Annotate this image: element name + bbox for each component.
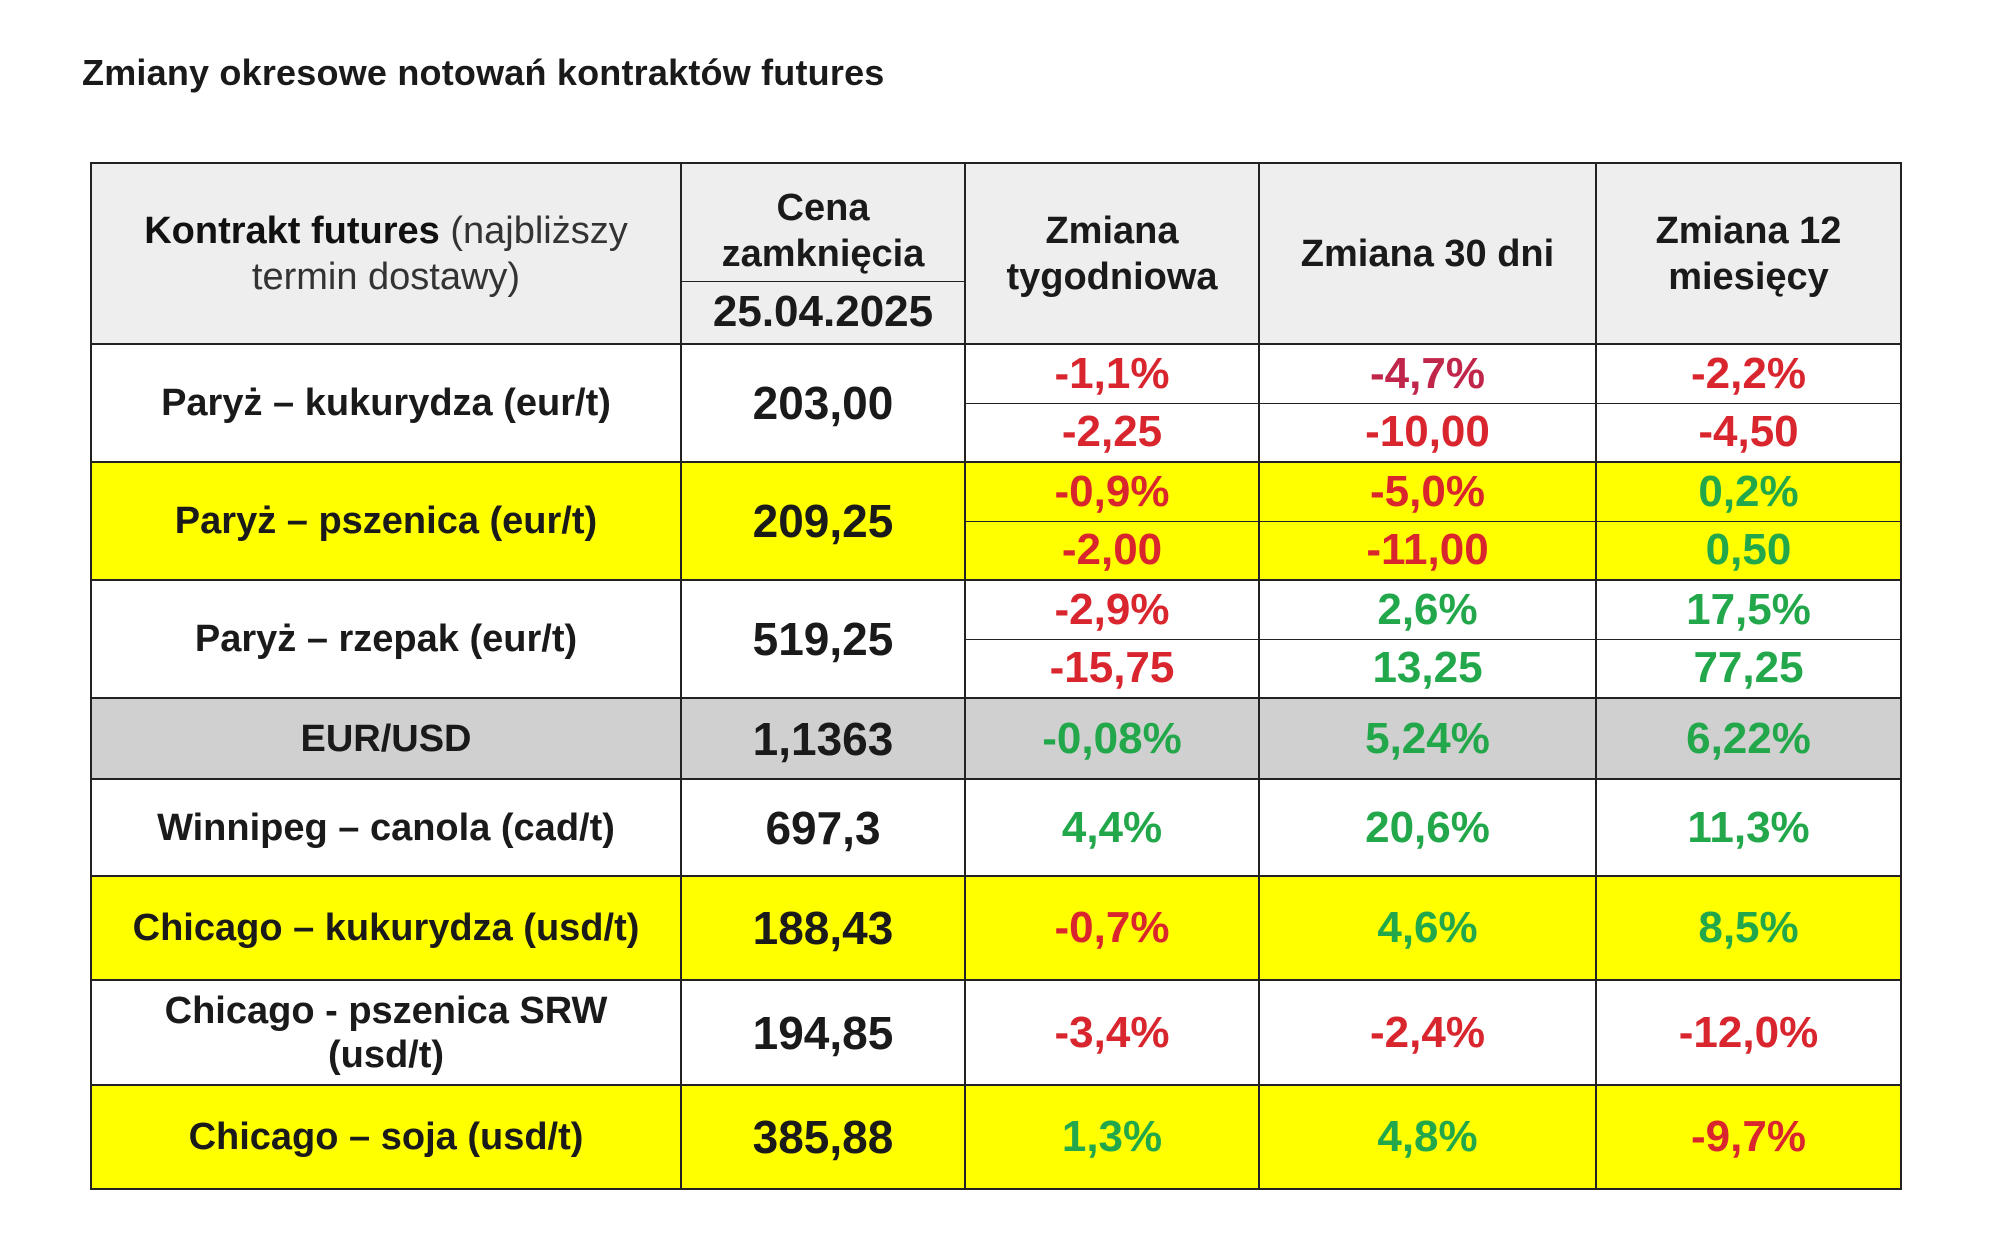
- 12m-change: 11,3%: [1595, 778, 1902, 877]
- table-row: Paryż – pszenica (eur/t) 209,25 -0,9% -5…: [90, 461, 1902, 581]
- 12m-change: 6,22%: [1595, 697, 1902, 780]
- weekly-change-abs: -15,75: [964, 638, 1260, 699]
- header-contract: Kontrakt futures (najbliższy termin dost…: [90, 162, 682, 345]
- header-contract-bold: Kontrakt futures: [144, 209, 440, 252]
- 12m-change-pct: -2,2%: [1595, 343, 1902, 404]
- contract-name: Winnipeg – canola (cad/t): [90, 778, 682, 877]
- 12m-change: -9,7%: [1595, 1084, 1902, 1190]
- contract-name: EUR/USD: [90, 697, 682, 780]
- table-row: Paryż – rzepak (eur/t) 519,25 -2,9% 2,6%…: [90, 579, 1902, 699]
- 30d-change: 4,8%: [1258, 1084, 1597, 1190]
- close-price: 385,88: [680, 1084, 966, 1190]
- contract-name: Paryż – kukurydza (eur/t): [90, 343, 682, 463]
- table-row: Winnipeg – canola (cad/t) 697,3 4,4% 20,…: [90, 778, 1902, 877]
- 30d-change: 5,24%: [1258, 697, 1597, 780]
- close-price: 1,1363: [680, 697, 966, 780]
- 12m-change-pct: 0,2%: [1595, 461, 1902, 522]
- contract-name: Paryż – pszenica (eur/t): [90, 461, 682, 581]
- 30d-change: -2,4%: [1258, 979, 1597, 1086]
- 30d-change-abs: -10,00: [1258, 402, 1597, 463]
- weekly-change: 1,3%: [964, 1084, 1260, 1190]
- 30d-change: 4,6%: [1258, 875, 1597, 981]
- 12m-change: 8,5%: [1595, 875, 1902, 981]
- table-row: EUR/USD 1,1363 -0,08% 5,24% 6,22%: [90, 697, 1902, 780]
- contract-name: Paryż – rzepak (eur/t): [90, 579, 682, 699]
- weekly-change-abs: -2,25: [964, 402, 1260, 463]
- table-row: Chicago - pszenica SRW (usd/t) 194,85 -3…: [90, 979, 1902, 1086]
- weekly-change-pct: -2,9%: [964, 579, 1260, 640]
- page-title: Zmiany okresowe notowań kontraktów futur…: [82, 52, 885, 93]
- 12m-change: -12,0%: [1595, 979, 1902, 1086]
- weekly-change: 4,4%: [964, 778, 1260, 877]
- weekly-change-abs: -2,00: [964, 520, 1260, 581]
- 12m-change-abs: 0,50: [1595, 520, 1902, 581]
- header-price-date: 25.04.2025: [680, 280, 966, 345]
- close-price: 188,43: [680, 875, 966, 981]
- weekly-change: -0,7%: [964, 875, 1260, 981]
- table-row: Chicago – kukurydza (usd/t) 188,43 -0,7%…: [90, 875, 1902, 981]
- header-contract-note: (najbliższy termin dostawy): [251, 209, 628, 298]
- 30d-change-pct: -5,0%: [1258, 461, 1597, 522]
- contract-name: Chicago – soja (usd/t): [90, 1084, 682, 1190]
- weekly-change: -3,4%: [964, 979, 1260, 1086]
- contract-name: Chicago – kukurydza (usd/t): [90, 875, 682, 981]
- header-12months: Zmiana 12 miesięcy: [1595, 162, 1902, 345]
- table-row: Paryż – kukurydza (eur/t) 203,00 -1,1% -…: [90, 343, 1902, 463]
- 30d-change: 20,6%: [1258, 778, 1597, 877]
- weekly-change-pct: -1,1%: [964, 343, 1260, 404]
- close-price: 194,85: [680, 979, 966, 1086]
- close-price: 209,25: [680, 461, 966, 581]
- futures-table: Kontrakt futures (najbliższy termin dost…: [90, 162, 1902, 1190]
- 30d-change-pct: 2,6%: [1258, 579, 1597, 640]
- 30d-change-pct: -4,7%: [1258, 343, 1597, 404]
- contract-name: Chicago - pszenica SRW (usd/t): [90, 979, 682, 1086]
- 12m-change-pct: 17,5%: [1595, 579, 1902, 640]
- 12m-change-abs: -4,50: [1595, 402, 1902, 463]
- header-row: Kontrakt futures (najbliższy termin dost…: [90, 162, 1902, 345]
- 30d-change-abs: 13,25: [1258, 638, 1597, 699]
- close-price: 519,25: [680, 579, 966, 699]
- 30d-change-abs: -11,00: [1258, 520, 1597, 581]
- table-row: Chicago – soja (usd/t) 385,88 1,3% 4,8% …: [90, 1084, 1902, 1190]
- weekly-change: -0,08%: [964, 697, 1260, 780]
- close-price: 697,3: [680, 778, 966, 877]
- header-weekly: Zmiana tygodniowa: [964, 162, 1260, 345]
- weekly-change-pct: -0,9%: [964, 461, 1260, 522]
- header-price-label: Cena zamknięcia: [680, 162, 966, 282]
- close-price: 203,00: [680, 343, 966, 463]
- header-30days: Zmiana 30 dni: [1258, 162, 1597, 345]
- 12m-change-abs: 77,25: [1595, 638, 1902, 699]
